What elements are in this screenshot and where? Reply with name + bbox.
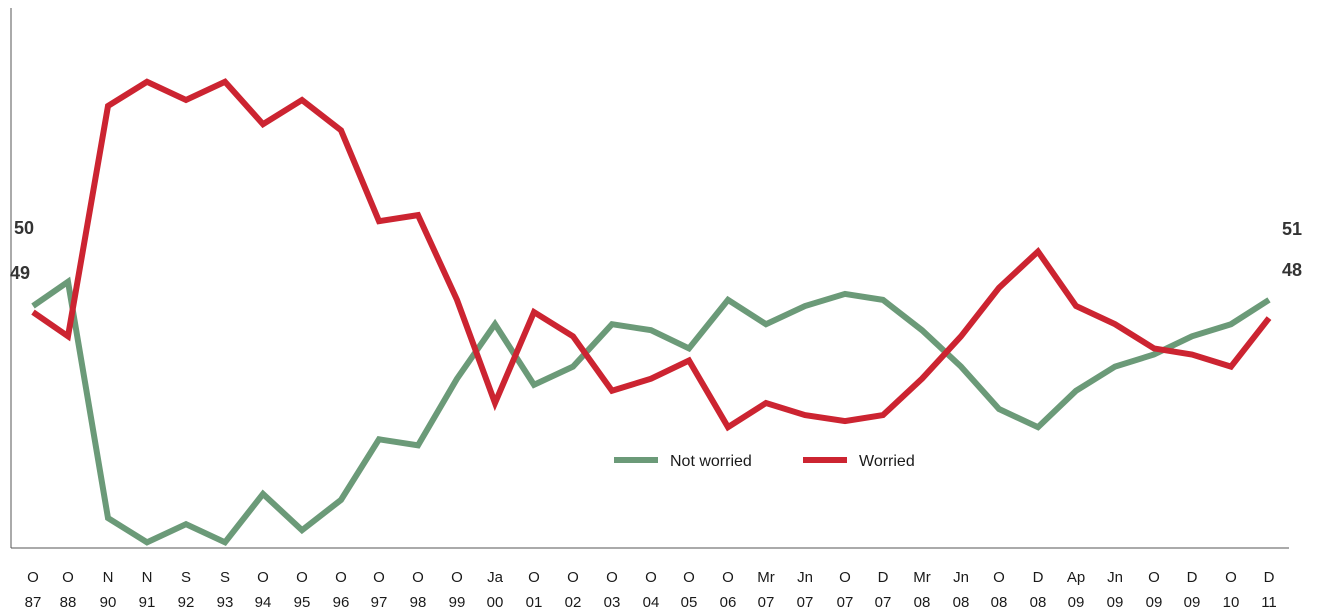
x-tick-label-bottom: 08 bbox=[991, 594, 1008, 611]
x-tick-label-top: N bbox=[142, 569, 153, 586]
x-tick-label-bottom: 95 bbox=[294, 594, 311, 611]
x-tick-label-top: O bbox=[412, 569, 424, 586]
x-tick-label-top: Ap bbox=[1067, 569, 1085, 586]
x-tick-label-bottom: 07 bbox=[758, 594, 775, 611]
x-tick-label-top: O bbox=[62, 569, 74, 586]
x-tick-label-bottom: 11 bbox=[1261, 594, 1277, 611]
x-tick-label-top: N bbox=[103, 569, 114, 586]
x-tick-label-top: O bbox=[645, 569, 657, 586]
x-tick-label-bottom: 91 bbox=[139, 594, 156, 611]
x-tick-label-bottom: 10 bbox=[1223, 594, 1240, 611]
end-value-label: 50 bbox=[14, 218, 34, 238]
x-tick-label-bottom: 07 bbox=[797, 594, 814, 611]
x-tick-label-top: O bbox=[528, 569, 540, 586]
x-tick-label-bottom: 07 bbox=[837, 594, 854, 611]
x-tick-label-top: O bbox=[839, 569, 851, 586]
x-tick-label-bottom: 02 bbox=[565, 594, 582, 611]
end-value-label: 48 bbox=[1282, 260, 1302, 280]
x-tick-label-top: Mr bbox=[757, 569, 775, 586]
x-tick-label-bottom: 09 bbox=[1068, 594, 1085, 611]
x-tick-label-top: O bbox=[1148, 569, 1160, 586]
x-tick-label-bottom: 06 bbox=[720, 594, 737, 611]
x-tick-label-top: D bbox=[1033, 569, 1044, 586]
x-tick-label-top: D bbox=[1187, 569, 1198, 586]
x-tick-label-bottom: 07 bbox=[875, 594, 892, 611]
x-tick-label-bottom: 90 bbox=[100, 594, 117, 611]
x-tick-label-bottom: 96 bbox=[333, 594, 350, 611]
x-tick-label-bottom: 87 bbox=[25, 594, 42, 611]
x-tick-label-bottom: 01 bbox=[526, 594, 543, 611]
end-value-label: 51 bbox=[1282, 219, 1302, 239]
x-tick-label-top: Jn bbox=[1107, 569, 1123, 586]
x-tick-label-top: O bbox=[257, 569, 269, 586]
x-tick-label-bottom: 05 bbox=[681, 594, 698, 611]
x-tick-label-bottom: 09 bbox=[1146, 594, 1163, 611]
x-tick-label-top: D bbox=[1264, 569, 1275, 586]
x-tick-label-bottom: 92 bbox=[178, 594, 195, 611]
legend: Not worried Worried bbox=[614, 453, 915, 470]
x-tick-label-bottom: 99 bbox=[449, 594, 466, 611]
x-tick-label-bottom: 03 bbox=[604, 594, 621, 611]
x-tick-label-top: O bbox=[993, 569, 1005, 586]
x-tick-label-bottom: 09 bbox=[1184, 594, 1201, 611]
x-tick-label-top: O bbox=[451, 569, 463, 586]
x-tick-label-top: Ja bbox=[487, 569, 504, 586]
x-tick-label-bottom: 09 bbox=[1107, 594, 1124, 611]
x-tick-label-bottom: 00 bbox=[487, 594, 504, 611]
end-labels: 50 49 51 48 bbox=[10, 218, 1302, 283]
series-line-not-worried bbox=[31, 276, 1271, 547]
end-value-label: 49 bbox=[10, 263, 30, 283]
x-tick-label-top: O bbox=[373, 569, 385, 586]
legend-label-not-worried: Not worried bbox=[670, 453, 752, 470]
x-tick-label-bottom: 94 bbox=[255, 594, 272, 611]
x-tick-label-top: S bbox=[181, 569, 191, 586]
legend-label-worried: Worried bbox=[859, 453, 915, 470]
x-tick-label-top: Jn bbox=[797, 569, 813, 586]
x-tick-label-bottom: 88 bbox=[60, 594, 77, 611]
x-tick-label-bottom: 97 bbox=[371, 594, 388, 611]
x-tick-label-bottom: 08 bbox=[953, 594, 970, 611]
x-tick-label-top: O bbox=[1225, 569, 1237, 586]
x-tick-label-top: O bbox=[683, 569, 695, 586]
x-tick-label-top: O bbox=[722, 569, 734, 586]
x-tick-label-bottom: 08 bbox=[1030, 594, 1047, 611]
x-tick-label-bottom: 04 bbox=[643, 594, 660, 611]
x-tick-label-top: O bbox=[567, 569, 579, 586]
x-tick-label-bottom: 98 bbox=[410, 594, 427, 611]
x-tick-label-top: Mr bbox=[913, 569, 931, 586]
x-tick-label-top: O bbox=[606, 569, 618, 586]
x-tick-label-top: O bbox=[27, 569, 39, 586]
x-tick-label-bottom: 93 bbox=[217, 594, 234, 611]
series-line-worried bbox=[31, 78, 1272, 432]
series-lines bbox=[31, 78, 1272, 547]
x-tick-label-top: S bbox=[220, 569, 230, 586]
x-tick-label-bottom: 08 bbox=[914, 594, 931, 611]
x-tick-label-top: O bbox=[296, 569, 308, 586]
x-tick-label-top: O bbox=[335, 569, 347, 586]
x-tick-label-top: Jn bbox=[953, 569, 969, 586]
x-tick-label-top: D bbox=[878, 569, 889, 586]
x-axis-ticks: O 87 O 88 N 90 N 91 S 92 S 93 O 94 O 95 O 96 O 97 O 98 O 99 Ja 00… bbox=[25, 569, 1277, 611]
